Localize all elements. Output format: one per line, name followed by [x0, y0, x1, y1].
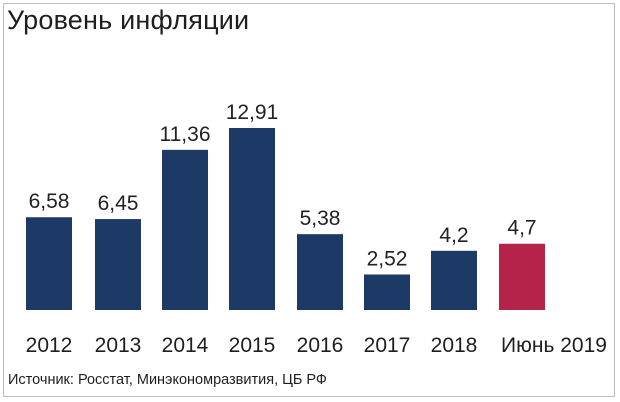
bar-2016: [297, 234, 343, 310]
chart-title: Уровень инфляции: [7, 5, 250, 35]
bar-2015: [229, 128, 275, 310]
bar-value-label: 4,2: [439, 224, 468, 247]
bar-value-label: 12,91: [226, 101, 279, 124]
bar-value-label: 4,7: [507, 217, 536, 240]
bar-value-label: 5,38: [300, 207, 341, 230]
bar-value-label: 6,45: [98, 192, 139, 215]
bar-2013: [95, 219, 141, 310]
bar-2018: [431, 250, 477, 310]
category-tick-label: 2014: [162, 334, 209, 357]
bar-value-label: 2,52: [367, 247, 408, 270]
bar-июнь-2019: [499, 243, 545, 310]
bar-2014: [162, 149, 208, 310]
category-tick-label: Июнь 2019: [501, 334, 607, 357]
category-tick-label: 2017: [364, 334, 411, 357]
category-tick-label: 2012: [26, 334, 73, 357]
bar-value-label: 11,36: [160, 123, 211, 146]
category-tick-label: 2018: [431, 334, 478, 357]
bar-value-label: 6,58: [29, 190, 70, 213]
bar-2012: [26, 217, 72, 310]
category-tick-label: 2015: [229, 334, 276, 357]
source-note: Источник: Росстат, Минэкономразвития, ЦБ…: [8, 372, 327, 388]
chart-frame: [3, 3, 615, 397]
category-tick-label: 2013: [95, 334, 142, 357]
bar-2017: [364, 274, 410, 310]
category-tick-label: 2016: [297, 334, 344, 357]
